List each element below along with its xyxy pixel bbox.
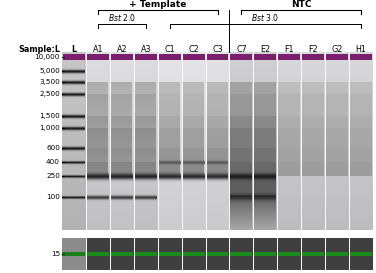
Text: 5,000: 5,000 xyxy=(39,68,60,74)
Text: A2: A2 xyxy=(117,44,127,54)
Text: 250: 250 xyxy=(46,173,60,179)
Text: 400: 400 xyxy=(46,159,60,165)
Text: Sample:L: Sample:L xyxy=(18,44,60,54)
Text: G2: G2 xyxy=(331,44,343,54)
Text: L: L xyxy=(71,44,77,54)
Text: 3,500: 3,500 xyxy=(39,79,60,85)
Text: 600: 600 xyxy=(46,145,60,151)
Text: A1: A1 xyxy=(92,44,103,54)
Text: 10,000: 10,000 xyxy=(35,54,60,60)
Text: C2: C2 xyxy=(188,44,199,54)
Text: 2,500: 2,500 xyxy=(39,91,60,97)
Text: C7: C7 xyxy=(236,44,247,54)
Text: A3: A3 xyxy=(141,44,151,54)
Text: 15: 15 xyxy=(51,251,60,257)
Text: E2: E2 xyxy=(260,44,270,54)
Text: $\mathit{Bst}$ 3.0: $\mathit{Bst}$ 3.0 xyxy=(251,12,279,23)
Text: 1,500: 1,500 xyxy=(39,113,60,119)
Text: H1: H1 xyxy=(356,44,367,54)
Text: F1: F1 xyxy=(285,44,294,54)
Text: NTC: NTC xyxy=(291,0,311,9)
Text: + Template: + Template xyxy=(129,0,186,9)
Text: 1,000: 1,000 xyxy=(39,125,60,131)
Text: C3: C3 xyxy=(212,44,223,54)
Text: $\mathit{Bst}$ 2.0: $\mathit{Bst}$ 2.0 xyxy=(108,12,136,23)
Text: 100: 100 xyxy=(46,194,60,200)
Text: C1: C1 xyxy=(164,44,175,54)
Text: F2: F2 xyxy=(308,44,318,54)
